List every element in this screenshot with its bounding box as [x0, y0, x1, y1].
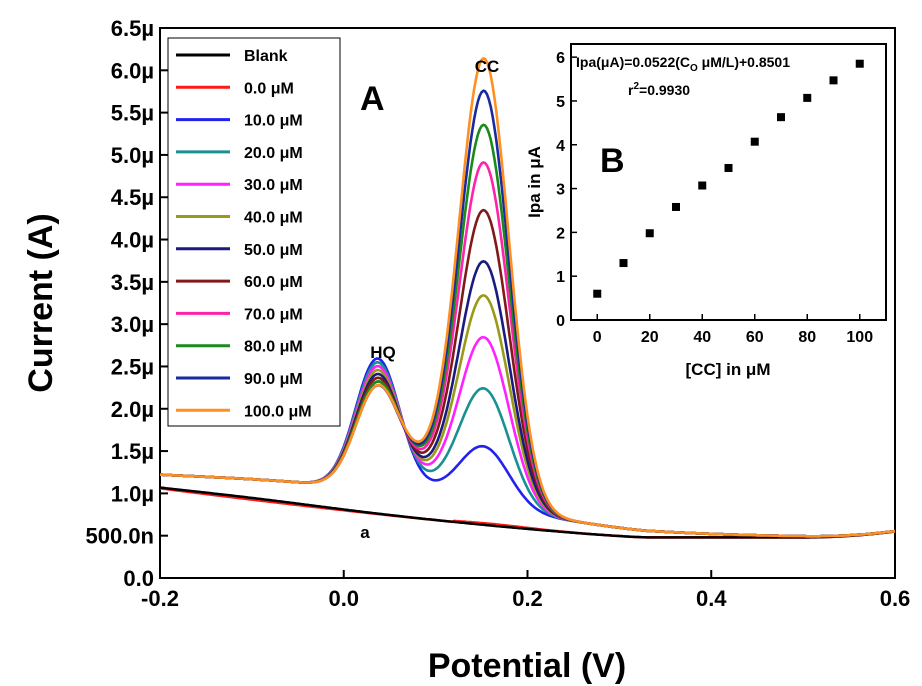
y-tick-label: 5.0µ	[111, 143, 154, 168]
inset-data-point	[645, 229, 654, 238]
inset-y-tick-label: 3	[556, 182, 565, 199]
panel-label-b: B	[600, 142, 625, 180]
inset-data-point	[803, 93, 812, 102]
inset-data-point	[750, 137, 759, 146]
x-tick-label: -0.2	[141, 586, 179, 611]
legend-label: 30.0 μM	[244, 177, 303, 194]
inset-background	[566, 42, 884, 322]
legend-label: 80.0 μM	[244, 339, 303, 356]
legend-box	[167, 37, 341, 427]
inset-y-tick-label: 5	[556, 94, 565, 111]
inset-x-tick-label: 60	[746, 329, 764, 346]
x-axis-title: Potential (V)	[428, 647, 626, 685]
y-axis-title: Current (A)	[22, 213, 60, 392]
inset-x-tick-label: 40	[693, 329, 711, 346]
annotation-a: a	[360, 523, 370, 542]
y-tick-label: 1.0µ	[111, 481, 154, 506]
inset-x-axis-title: [CC] in μM	[686, 360, 771, 379]
panel-label-a: A	[360, 80, 385, 118]
legend-label: 40.0 μM	[244, 210, 303, 227]
annotation-cc: CC	[475, 57, 500, 76]
main-axes: -0.2 0.0 0.2 0.4 0.60.0500.0n1.0µ1.5µ2.0µ2.5…	[86, 16, 911, 611]
y-tick-label: 3.5µ	[111, 270, 154, 295]
inset-x-tick-label: 80	[798, 329, 816, 346]
inset-x-tick-label: 20	[641, 329, 659, 346]
inset-axes: 0 20 40 60 80 100 0 1 2 3 4 5 6	[556, 50, 873, 346]
inset-y-tick-label: 4	[556, 138, 565, 155]
legend-label: Blank	[244, 48, 288, 65]
legend-label: 20.0 μM	[244, 145, 303, 162]
annotation-hq: HQ	[370, 343, 396, 362]
y-tick-label: 500.0n	[86, 524, 155, 549]
legend-label: 70.0 μM	[244, 306, 303, 323]
inset-data-point	[698, 181, 707, 190]
y-tick-label: 3.0µ	[111, 312, 154, 337]
inset-x-tick-label: 100	[846, 329, 873, 346]
y-tick-label: 4.0µ	[111, 228, 154, 253]
y-tick-label: 4.5µ	[111, 185, 154, 210]
legend-label: 10.0 μM	[244, 113, 303, 130]
inset-y-tick-label: 0	[556, 313, 565, 330]
inset-points	[593, 59, 864, 298]
inset-equation: Ipa(μA)=0.0522(CO μM/L)+0.8501	[576, 54, 790, 74]
x-tick-label: 0.0	[328, 586, 359, 611]
inset-y-axis-title: Ipa in μA	[525, 146, 544, 218]
inset-data-point	[777, 113, 785, 122]
y-tick-label: 6.0µ	[111, 58, 154, 83]
legend-label: 100.0 μM	[244, 403, 312, 420]
y-tick-label: 1.5µ	[111, 439, 154, 464]
inset-y-tick-label: 1	[556, 269, 565, 286]
legend-label: 90.0 μM	[244, 371, 303, 388]
x-tick-label: 0.4	[696, 586, 727, 611]
inset-x-tick-label: 0	[593, 329, 602, 346]
inset-y-tick-label: 6	[556, 50, 565, 67]
inset-data-point	[593, 289, 602, 298]
y-tick-label: 0.0	[123, 566, 154, 591]
inset-data-point	[829, 76, 838, 85]
main-curves	[159, 56, 896, 539]
inset-data-point	[672, 202, 680, 211]
legend-label: 0.0 μM	[244, 80, 294, 97]
y-tick-label: 6.5µ	[111, 16, 154, 41]
inset-plot-frame	[570, 43, 887, 321]
inset-data-point	[724, 163, 733, 172]
y-tick-label: 5.5µ	[111, 101, 154, 126]
inset-y-tick-label: 2	[556, 225, 565, 242]
legend: Blank 0.0 μM 10.0 μM 20.0 μM 30.0 μM 40.0 μM 5…	[176, 48, 312, 420]
inset-data-point	[619, 259, 628, 268]
legend-label: 50.0 μM	[244, 242, 303, 259]
y-tick-label: 2.0µ	[111, 397, 154, 422]
series-line-11	[160, 56, 896, 538]
x-tick-label: 0.2	[512, 586, 543, 611]
inset-r-squared: r2=0.9930	[628, 81, 690, 98]
inset-data-point	[855, 59, 864, 68]
y-tick-label: 2.5µ	[111, 354, 154, 379]
x-tick-label: 0.6	[880, 586, 911, 611]
legend-label: 60.0 μM	[244, 274, 303, 291]
series-line-0	[159, 486, 896, 539]
